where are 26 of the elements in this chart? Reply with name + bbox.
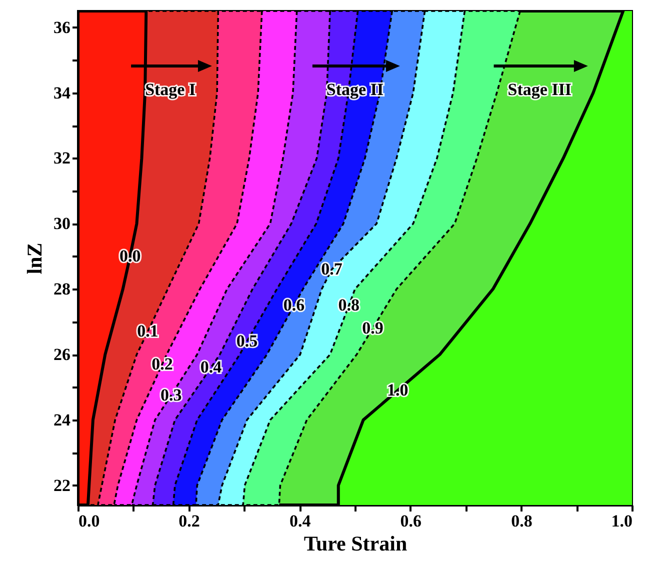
y-tick-label: 32 [54,148,70,168]
annotation: 0.3 [160,385,182,404]
annotation: 0.7 [321,259,343,278]
x-tick-label: 1.0 [611,512,632,530]
x-tick-label: 0.4 [289,512,312,530]
annotation: 0.4 [200,358,222,377]
x-tick-label: 0.6 [400,512,422,530]
annotation: 0.5 [236,331,258,350]
x-tick-label: 0.8 [511,512,532,530]
y-tick-label: 36 [54,18,70,37]
annotation: 0.6 [283,295,305,314]
y-axis-title: lnZ [22,242,46,274]
y-tick-label: 22 [54,476,70,495]
annotation: 0.8 [338,295,360,314]
y-tick-label: 30 [54,214,70,234]
annotation: 0.2 [152,354,173,374]
y-tick-label: 28 [54,280,70,299]
x-tick-label: 0.2 [178,512,200,530]
y-tick-label: 34 [54,83,71,102]
annotation: Stage III [508,80,572,100]
x-axis-title: Ture Strain [304,532,408,556]
x-tick-label: 0.0 [78,512,100,530]
y-tick-label: 24 [54,410,71,430]
y-tick-label: 26 [54,345,70,364]
annotation: 0.9 [362,318,384,338]
annotation: 0.1 [137,322,158,341]
